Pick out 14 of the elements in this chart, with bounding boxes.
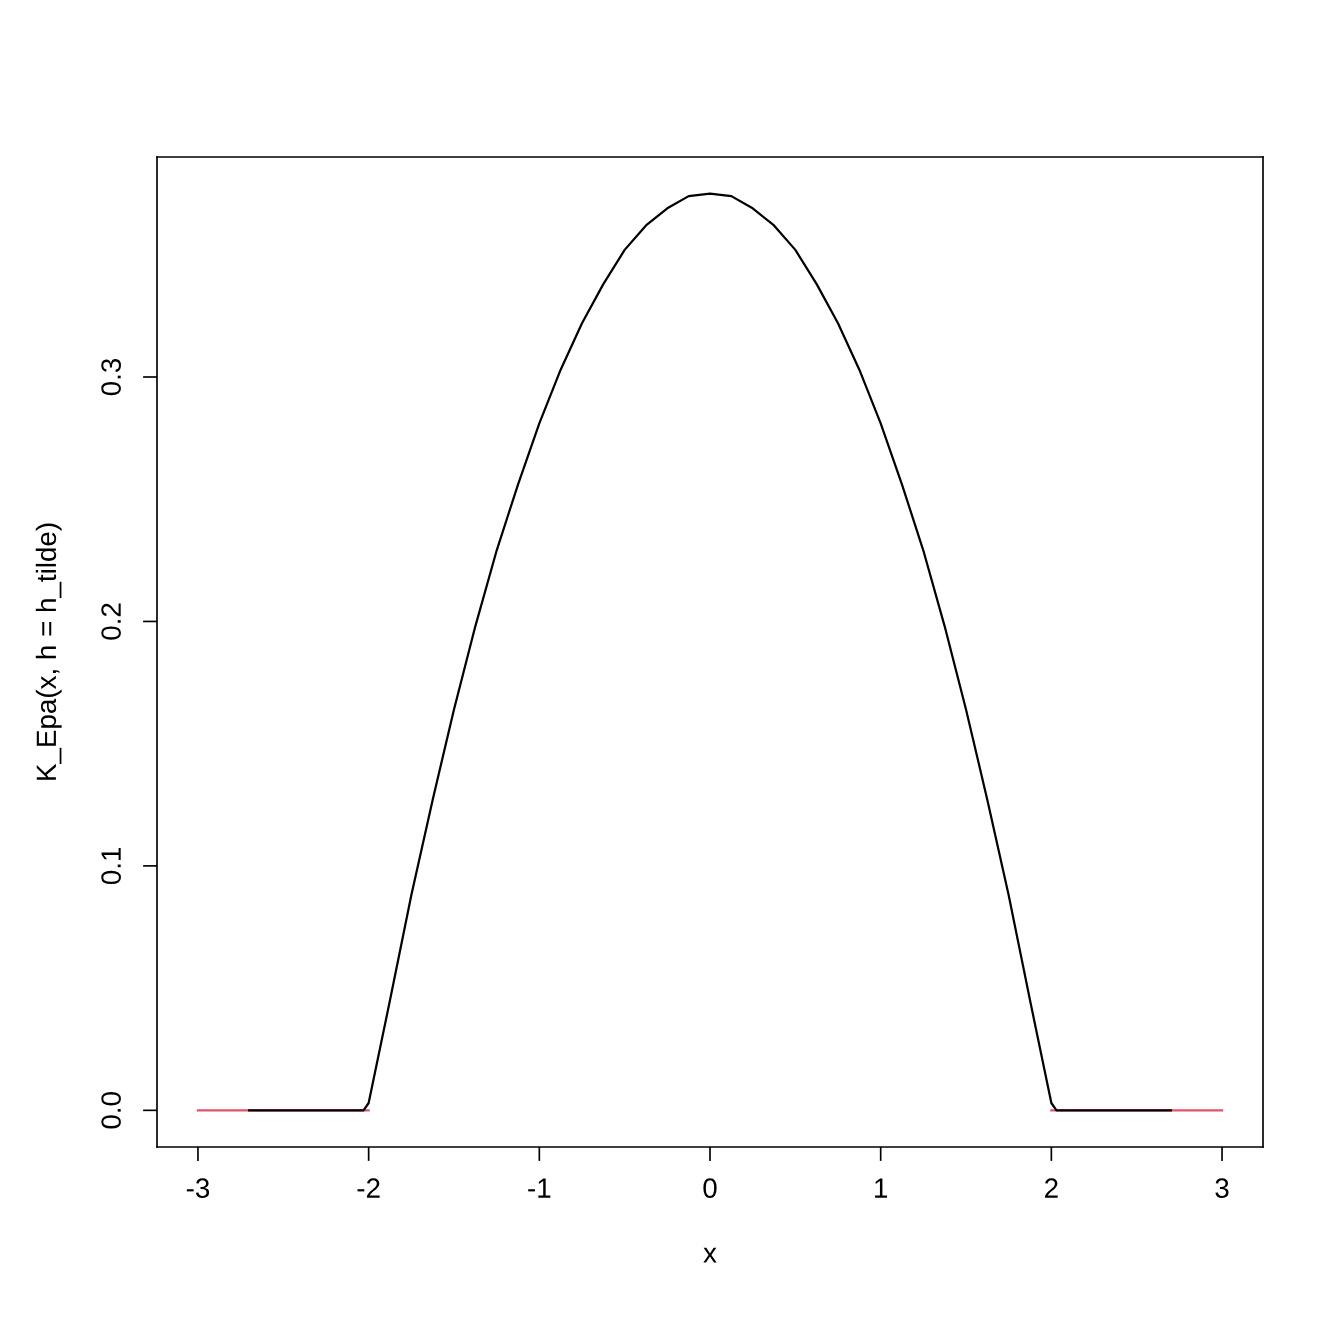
y-axis-title: K_Epa(x, h = h_tilde) xyxy=(35,523,62,780)
y-tick-label: 0.2 xyxy=(101,603,121,640)
x-axis-title: x xyxy=(703,1247,717,1263)
y-tick-label: 0.3 xyxy=(101,358,121,396)
x-tick-label: 0 xyxy=(703,1178,717,1198)
x-tick-label: -3 xyxy=(186,1178,210,1198)
x-tick-label: 1 xyxy=(875,1178,888,1198)
y-tick-label: 0.1 xyxy=(101,847,121,885)
y-tick-label: 0.0 xyxy=(101,1092,121,1129)
x-tick-label: -2 xyxy=(357,1178,380,1198)
line-series xyxy=(248,192,1172,1112)
x-tick-label: -1 xyxy=(528,1178,551,1198)
x-tick-label: 2 xyxy=(1045,1178,1058,1198)
x-tick-label: 3 xyxy=(1215,1178,1229,1198)
